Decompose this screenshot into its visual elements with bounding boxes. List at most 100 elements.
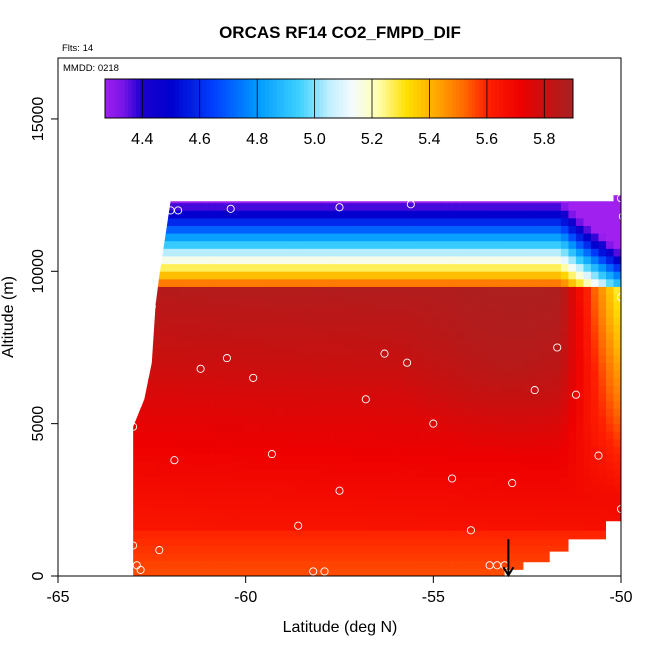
field-cell	[200, 377, 209, 386]
field-cell	[508, 309, 517, 318]
field-cell	[268, 271, 277, 280]
field-cell	[208, 537, 217, 546]
field-cell	[133, 278, 141, 287]
field-cell	[455, 454, 464, 463]
field-cell	[553, 423, 562, 432]
flight-point	[429, 419, 438, 428]
field-cell	[350, 248, 359, 257]
field-cell	[500, 362, 509, 371]
field-cell	[575, 278, 584, 287]
field-cell	[395, 553, 404, 562]
field-cell	[485, 362, 494, 371]
field-cell	[545, 202, 554, 211]
field-cell	[298, 377, 307, 386]
field-cell	[275, 263, 284, 272]
field-cell	[253, 484, 262, 493]
field-cell	[350, 484, 359, 493]
colorbar-swatch	[276, 79, 281, 118]
field-cell	[380, 545, 389, 554]
field-cell	[613, 347, 621, 356]
field-cell	[305, 286, 314, 295]
field-cell	[260, 240, 269, 249]
field-cell	[305, 454, 314, 463]
field-cell	[155, 202, 164, 211]
field-cell	[418, 492, 427, 501]
field-cell	[485, 240, 494, 249]
field-cell	[568, 423, 577, 432]
field-cell	[133, 537, 141, 546]
field-cell	[568, 248, 577, 257]
field-cell	[545, 492, 554, 501]
field-cell	[170, 217, 179, 226]
field-cell	[395, 461, 404, 470]
field-cell	[545, 454, 554, 463]
field-cell	[605, 339, 614, 348]
field-cell	[613, 515, 621, 524]
field-cell	[185, 393, 194, 402]
field-cell	[485, 400, 494, 409]
field-cell	[223, 332, 232, 341]
field-cell	[395, 530, 404, 539]
field-cell	[245, 225, 254, 234]
field-cell	[215, 210, 224, 219]
field-cell	[470, 454, 479, 463]
field-cell	[328, 240, 337, 249]
field-cell	[605, 217, 614, 226]
field-cell	[380, 355, 389, 364]
field-cell	[320, 522, 329, 531]
field-cell	[245, 256, 254, 265]
field-cell	[605, 202, 614, 211]
field-cell	[373, 553, 382, 562]
field-cell	[298, 256, 307, 265]
field-cell	[305, 499, 314, 508]
field-cell	[493, 416, 502, 425]
field-cell	[245, 438, 254, 447]
field-cell	[140, 377, 149, 386]
field-cell	[575, 393, 584, 402]
field-cell	[493, 240, 502, 249]
field-cell	[470, 507, 479, 516]
field-cell	[523, 225, 532, 234]
field-cell	[583, 385, 592, 394]
field-cell	[313, 454, 322, 463]
field-cell	[508, 416, 517, 425]
field-cell	[395, 301, 404, 310]
field-cell	[350, 317, 359, 326]
field-cell	[433, 568, 442, 576]
field-cell	[230, 309, 239, 318]
field-cell	[478, 233, 487, 242]
field-cell	[178, 233, 187, 242]
field-cell	[485, 499, 494, 508]
field-cell	[478, 240, 487, 249]
field-cell	[253, 317, 262, 326]
field-cell	[433, 195, 442, 204]
field-cell	[485, 469, 494, 478]
field-cell	[260, 248, 269, 257]
colorbar-swatch	[428, 79, 434, 118]
field-cell	[238, 454, 247, 463]
field-cell	[508, 545, 517, 554]
field-cell	[463, 393, 472, 402]
field-cell	[455, 332, 464, 341]
field-cell	[343, 210, 352, 219]
field-cell	[335, 217, 344, 226]
field-cell	[223, 271, 232, 280]
field-cell	[148, 317, 156, 326]
field-cell	[403, 263, 412, 272]
field-cell	[470, 339, 479, 348]
field-cell	[560, 454, 569, 463]
field-cell	[365, 233, 374, 242]
field-cell	[215, 423, 224, 432]
field-cell	[478, 416, 487, 425]
field-cell	[373, 324, 382, 333]
field-cell	[515, 225, 524, 234]
field-cell	[305, 537, 314, 546]
field-cell	[328, 332, 337, 341]
field-cell	[245, 522, 254, 531]
field-cell	[530, 393, 539, 402]
field-cell	[313, 385, 322, 394]
field-cell	[313, 370, 322, 379]
field-cell	[193, 408, 202, 417]
field-cell	[598, 507, 607, 516]
field-cell	[230, 263, 239, 272]
